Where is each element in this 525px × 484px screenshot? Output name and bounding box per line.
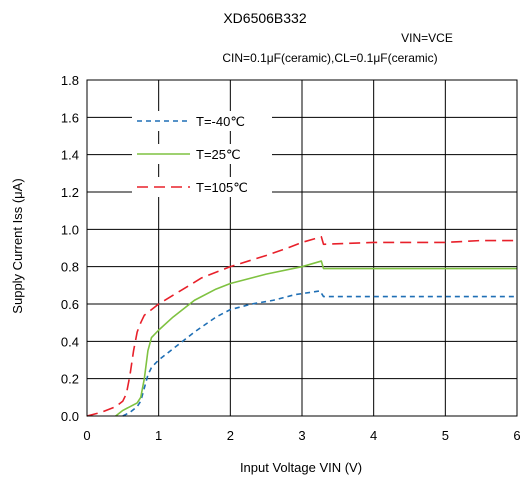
- legend-label-2: T=105℃: [196, 180, 248, 195]
- series-line-0: [122, 290, 517, 417]
- chart-title: XD6506B332: [223, 10, 307, 26]
- legend: T=-40℃ T=25℃ T=105℃: [132, 111, 272, 197]
- y-tick-label: 1.6: [61, 110, 79, 125]
- series-line-1: [115, 260, 517, 417]
- series-lines: [86, 236, 517, 417]
- x-axis-label: Input Voltage VIN (V): [240, 460, 362, 475]
- y-tick-label: 1.0: [61, 222, 79, 237]
- y-tick-label: 0.0: [61, 409, 79, 424]
- chart-subtitle-1: VIN=VCE: [401, 31, 453, 45]
- y-tick-label: 0.4: [61, 334, 79, 349]
- y-tick-label: 1.2: [61, 185, 79, 200]
- x-tick-label: 0: [83, 428, 90, 443]
- x-tick-label: 4: [370, 428, 377, 443]
- y-tick-label: 0.8: [61, 260, 79, 275]
- x-tick-label: 1: [155, 428, 162, 443]
- legend-label-0: T=-40℃: [196, 114, 245, 129]
- y-tick-label: 1.4: [61, 148, 79, 163]
- tick-labels: 0 1 2 3 4 5 6 0.0 0.2 0.4 0.6 0.8 1.0 1.2 1.4 1.6 1.8: [61, 73, 521, 443]
- y-axis-label: Supply Current Iss (μA): [10, 178, 25, 313]
- x-tick-label: 5: [442, 428, 449, 443]
- legend-entry-bg: [132, 144, 272, 164]
- x-tick-label: 3: [298, 428, 305, 443]
- x-tick-label: 2: [227, 428, 234, 443]
- legend-entry-bg: [132, 111, 272, 131]
- chart-subtitle-2: CIN=0.1μF(ceramic),CL=0.1μF(ceramic): [222, 51, 437, 65]
- y-tick-label: 0.6: [61, 297, 79, 312]
- plot-frame: [86, 79, 518, 417]
- legend-entry-bg: [132, 177, 272, 197]
- y-tick-label: 1.8: [61, 73, 79, 88]
- y-tick-label: 0.2: [61, 372, 79, 387]
- legend-label-1: T=25℃: [196, 147, 241, 162]
- series-line-2: [86, 236, 517, 417]
- x-tick-label: 6: [513, 428, 520, 443]
